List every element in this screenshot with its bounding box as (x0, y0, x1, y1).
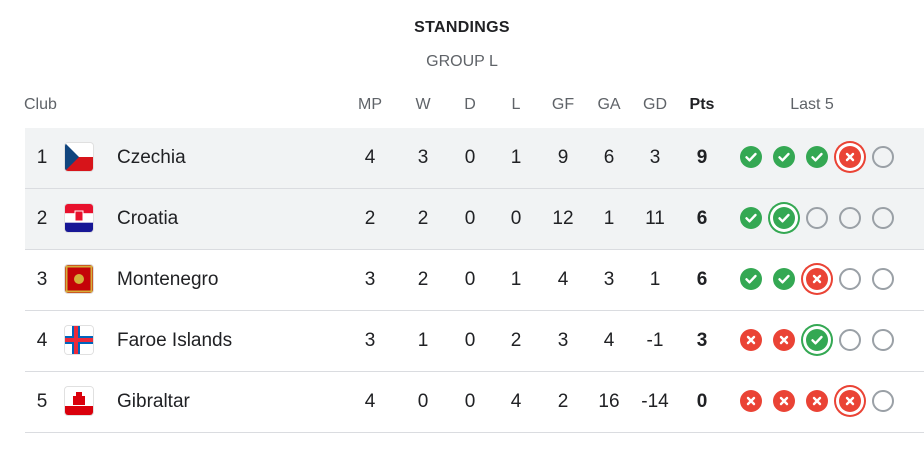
win-check-icon[interactable] (806, 329, 828, 351)
stat-l: 1 (510, 269, 522, 290)
stat-l: 1 (510, 147, 522, 168)
stat-l: 4 (510, 391, 522, 412)
no-result-circle-icon[interactable] (872, 329, 894, 351)
win-check-icon[interactable] (740, 268, 762, 290)
stat-mp: 4 (364, 391, 376, 412)
rank: 2 (36, 208, 48, 229)
no-result-circle-icon[interactable] (839, 268, 861, 290)
no-result-circle-icon[interactable] (839, 329, 861, 351)
stat-gf: 4 (557, 269, 569, 290)
win-check-icon[interactable] (740, 146, 762, 168)
win-check-icon[interactable] (740, 207, 762, 229)
header-d: D (464, 96, 476, 113)
stat-mp: 3 (364, 269, 376, 290)
stat-pts: 9 (696, 147, 708, 168)
stat-l: 0 (510, 208, 522, 229)
team-name[interactable]: Croatia (117, 208, 179, 229)
stat-d: 0 (464, 330, 476, 351)
header-gd: GD (643, 96, 667, 113)
stat-mp: 4 (364, 147, 376, 168)
header-mp: MP (358, 96, 382, 113)
stat-mp: 3 (364, 330, 376, 351)
stat-pts: 6 (696, 269, 708, 290)
team-name[interactable]: Faroe Islands (117, 330, 233, 351)
stat-mp: 2 (364, 208, 376, 229)
rank: 4 (36, 330, 48, 351)
stat-ga: 16 (598, 391, 620, 412)
rank: 5 (36, 391, 48, 412)
table-row[interactable]: 4 Faroe Islands 3 1 0 2 3 4 -1 3 (25, 311, 924, 372)
table-row[interactable]: 3 Montenegro 3 2 0 1 4 3 1 6 (25, 250, 924, 311)
table-row[interactable]: 5 Gibraltar 4 0 0 4 2 16 -14 0 (25, 372, 924, 433)
stat-gd: 1 (649, 269, 661, 290)
stat-w: 0 (417, 391, 429, 412)
loss-x-icon[interactable] (740, 329, 762, 351)
stat-d: 0 (464, 391, 476, 412)
header-gf: GF (551, 96, 575, 113)
loss-x-icon[interactable] (773, 390, 795, 412)
win-check-icon[interactable] (773, 268, 795, 290)
stat-gf: 12 (552, 208, 574, 229)
stat-w: 2 (417, 269, 429, 290)
stat-pts: 3 (696, 330, 708, 351)
no-result-circle-icon[interactable] (872, 390, 894, 412)
stat-d: 0 (464, 208, 476, 229)
team-name[interactable]: Gibraltar (117, 391, 190, 412)
stat-gd: -14 (641, 391, 669, 412)
loss-x-icon[interactable] (773, 329, 795, 351)
stat-gf: 3 (557, 330, 569, 351)
header-w: W (415, 96, 431, 113)
no-result-circle-icon[interactable] (872, 268, 894, 290)
win-check-icon[interactable] (806, 146, 828, 168)
table-row[interactable]: 1 Czechia 4 3 0 1 9 6 3 9 (25, 128, 924, 189)
header-last5: Last 5 (790, 96, 834, 113)
stat-gd: 11 (645, 208, 665, 229)
stat-pts: 0 (696, 391, 708, 412)
header-l: L (511, 96, 521, 113)
loss-x-icon[interactable] (806, 268, 828, 290)
stat-gf: 9 (557, 147, 569, 168)
stat-gf: 2 (557, 391, 569, 412)
stat-pts: 6 (696, 208, 708, 229)
group-label: GROUP L (426, 53, 498, 70)
no-result-circle-icon[interactable] (839, 207, 861, 229)
win-check-icon[interactable] (773, 207, 795, 229)
stat-w: 1 (417, 330, 429, 351)
no-result-circle-icon[interactable] (872, 146, 894, 168)
header-ga: GA (597, 96, 621, 113)
loss-x-icon[interactable] (740, 390, 762, 412)
loss-x-icon[interactable] (839, 146, 861, 168)
stat-l: 2 (510, 330, 522, 351)
header-pts: Pts (689, 96, 715, 113)
stat-ga: 6 (603, 147, 615, 168)
montenegro-flag (65, 265, 93, 293)
no-result-circle-icon[interactable] (872, 207, 894, 229)
stat-gd: -1 (646, 330, 664, 351)
loss-x-icon[interactable] (839, 390, 861, 412)
stat-gd: 3 (649, 147, 661, 168)
faroe-islands-flag (65, 326, 93, 354)
stat-w: 2 (417, 208, 429, 229)
rank: 3 (36, 269, 48, 290)
no-result-circle-icon[interactable] (806, 207, 828, 229)
stat-ga: 1 (603, 208, 615, 229)
win-check-icon[interactable] (773, 146, 795, 168)
czechia-flag (65, 143, 93, 171)
stat-d: 0 (464, 269, 476, 290)
stat-ga: 4 (603, 330, 615, 351)
header-club: Club (24, 96, 57, 113)
croatia-flag (65, 204, 93, 232)
gibraltar-flag (65, 387, 93, 415)
team-name[interactable]: Czechia (117, 147, 186, 168)
loss-x-icon[interactable] (806, 390, 828, 412)
stat-d: 0 (464, 147, 476, 168)
stat-ga: 3 (603, 269, 615, 290)
page-title: STANDINGS (414, 19, 510, 36)
table-header: Club MP W D L GF GA GD Pts Last 5 (0, 96, 924, 116)
team-name[interactable]: Montenegro (117, 269, 219, 290)
rank: 1 (36, 147, 48, 168)
table-row[interactable]: 2 Croatia 2 2 0 0 12 1 11 6 (25, 189, 924, 250)
stat-w: 3 (417, 147, 429, 168)
